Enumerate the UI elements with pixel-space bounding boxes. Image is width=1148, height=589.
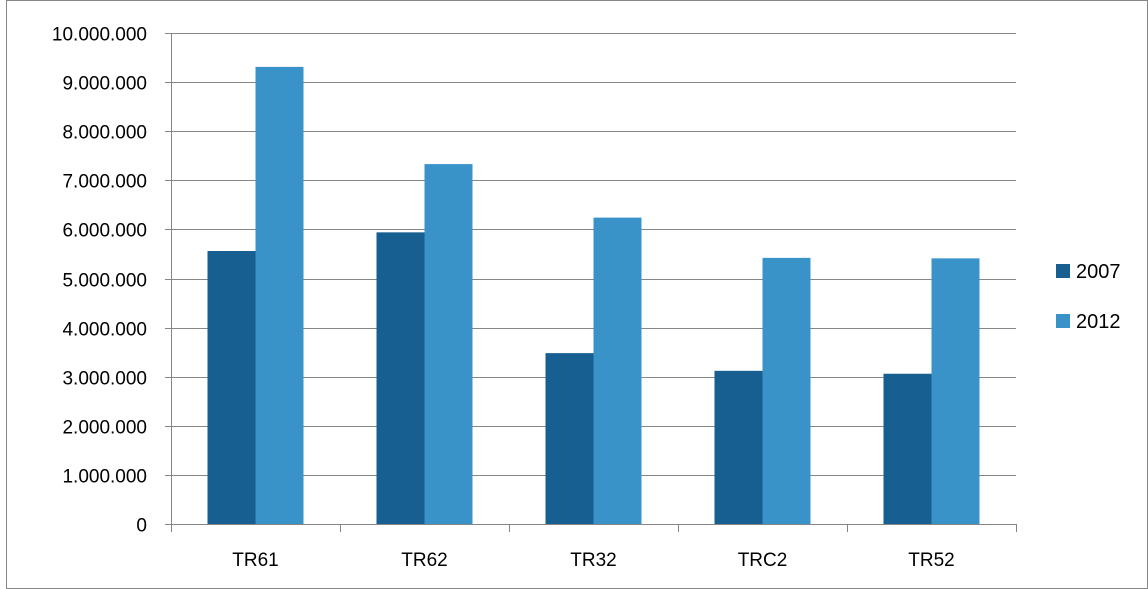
y-tick-label: 4.000.000: [62, 320, 147, 341]
y-tick-label: 8.000.000: [62, 123, 147, 144]
x-tick-label: TR61: [232, 550, 278, 571]
legend-label-2007: 2007: [1076, 261, 1121, 283]
bars: [207, 66, 980, 525]
x-tick-label: TR52: [908, 550, 954, 571]
legend-label-2012: 2012: [1076, 311, 1121, 333]
y-tick-label: 5.000.000: [62, 271, 147, 292]
y-tick-label: 10.000.000: [52, 25, 147, 46]
axes: 0 1.000.000 2.000.000 3.000.000 4.000.000 5.0…: [52, 25, 1017, 571]
grid-lines: [171, 33, 1016, 476]
bar-2012-TR52: [931, 258, 980, 524]
y-tick-label: 1.000.000: [62, 467, 147, 488]
y-tick-label: 3.000.000: [62, 369, 147, 390]
x-tick-label: TR32: [570, 550, 616, 571]
bar-2007-TR52: [883, 373, 932, 524]
y-tick-label: 0: [136, 516, 147, 537]
x-tick-label: TR62: [401, 550, 447, 571]
bar-2007-TR62: [376, 232, 425, 524]
bar-2007-TR61: [207, 251, 256, 524]
bar-2012-TR61: [255, 66, 304, 524]
bar-2007-TR32: [545, 353, 594, 524]
legend-swatch-2007: [1056, 264, 1070, 278]
legend-swatch-2012: [1056, 314, 1070, 328]
bar-2012-TR62: [424, 164, 473, 525]
y-tick-label: 7.000.000: [62, 172, 147, 193]
bar-2007-TRC2: [714, 370, 763, 524]
y-tick-label: 6.000.000: [62, 221, 147, 242]
bar-2012-TRC2: [762, 257, 811, 524]
y-tick-label: 9.000.000: [62, 74, 147, 95]
bar-2012-TR32: [593, 217, 642, 524]
x-tick-label: TRC2: [738, 550, 788, 571]
legend: 2007 2012: [1056, 261, 1121, 333]
y-tick-label: 2.000.000: [62, 418, 147, 439]
